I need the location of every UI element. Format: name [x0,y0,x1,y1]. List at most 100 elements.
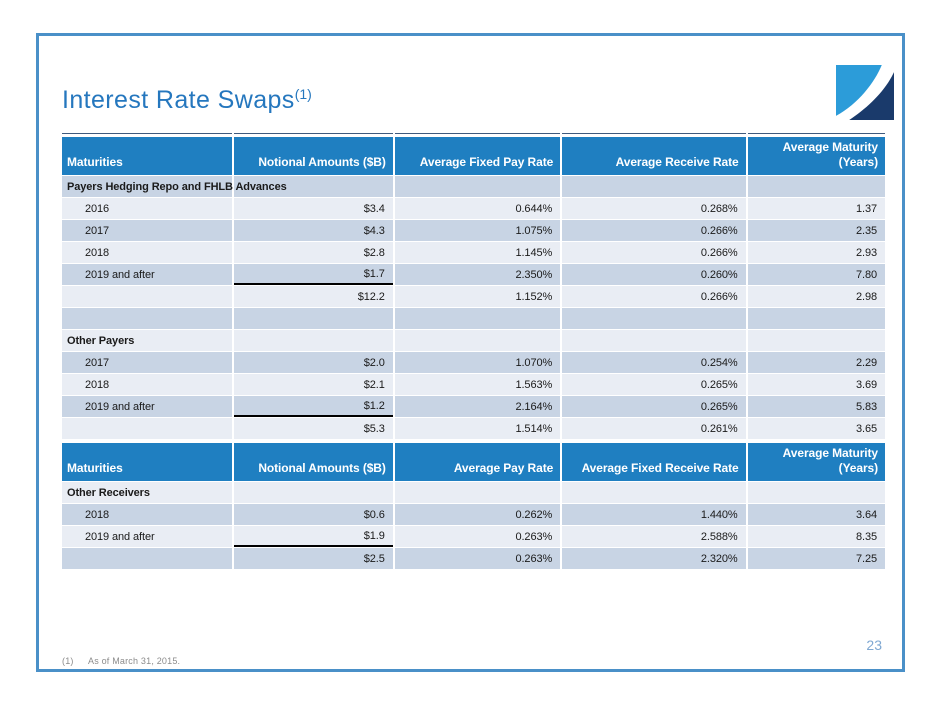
table-cell: 2.98 [747,286,885,307]
spacer-row [62,308,885,329]
table-row: 2019 and after $1.7 2.350% 0.260% 7.80 [62,264,885,285]
table-cell: $1.7 [234,264,393,285]
table-cell [234,308,393,329]
table-top-rule [62,133,885,136]
table-cell: 2018 [62,374,233,395]
table-cell: 2.350% [394,264,561,285]
section-row: Other Receivers [62,482,885,503]
table-row: 2017 $2.0 1.070% 0.254% 2.29 [62,352,885,373]
table-cell: 0.268% [562,198,746,219]
table-row: 2019 and after $1.2 2.164% 0.265% 5.83 [62,396,885,417]
table-row: 2018 $2.1 1.563% 0.265% 3.69 [62,374,885,395]
table-cell: 0.265% [562,374,746,395]
payers-swaps-table-container: Maturities Notional Amounts ($B) Average F… [60,132,889,440]
table-row: 2019 and after $1.9 0.263% 2.588% 8.35 [62,526,885,547]
table-cell: 0.266% [562,286,746,307]
table-cell: 1.37 [747,198,885,219]
table-cell: 0.260% [562,264,746,285]
table-cell: 2.320% [562,548,746,569]
table-cell: 1.563% [394,374,561,395]
table-cell [62,308,233,329]
column-header: Average Fixed Pay Rate [394,137,561,175]
table-cell: 2017 [62,220,233,241]
table-cell: $12.2 [234,286,393,307]
table-cell: 2.35 [747,220,885,241]
table-cell: 0.644% [394,198,561,219]
table-cell [747,482,885,503]
table-cell: 1.514% [394,418,561,439]
table-cell: 2019 and after [62,526,233,547]
table-cell: 2.588% [562,526,746,547]
table-cell [747,176,885,197]
column-header: Maturities [62,443,233,481]
column-header: Average Maturity (Years) [747,443,885,481]
footnote: (1) As of March 31, 2015. [62,656,180,666]
tables-area: Maturities Notional Amounts ($B) Average F… [60,132,889,570]
table-cell [234,482,393,503]
slide-frame: Interest Rate Swaps(1) Maturities Notiona… [36,33,905,672]
table-cell: 1.152% [394,286,561,307]
top-rule-segment [394,133,561,136]
table-cell [394,176,561,197]
table-cell: 1.440% [562,504,746,525]
receivers-swaps-table: Maturities Notional Amounts ($B) Average P… [60,442,887,570]
total-row: $5.3 1.514% 0.261% 3.65 [62,418,885,439]
column-header: Notional Amounts ($B) [234,137,393,175]
payers-swaps-table: Maturities Notional Amounts ($B) Average F… [60,132,887,440]
header-row: Maturities Notional Amounts ($B) Average P… [62,443,885,481]
table-cell: 8.35 [747,526,885,547]
table-cell: $2.8 [234,242,393,263]
table-cell: 2018 [62,504,233,525]
table-cell [747,330,885,351]
table-cell [562,482,746,503]
table-cell [562,176,746,197]
table-cell: 1.145% [394,242,561,263]
table-cell [562,330,746,351]
table-cell: $0.6 [234,504,393,525]
table-cell: 3.64 [747,504,885,525]
table-cell: 3.69 [747,374,885,395]
slide-title-text: Interest Rate Swaps [62,86,295,114]
page-number: 23 [866,637,882,653]
table-cell: 1.075% [394,220,561,241]
table-cell [234,330,393,351]
top-rule-segment [234,133,393,136]
table-row: 2018 $2.8 1.145% 0.266% 2.93 [62,242,885,263]
section-label: Other Payers [67,334,135,347]
table-cell: 2.93 [747,242,885,263]
table-cell: $4.3 [234,220,393,241]
table-cell: 2016 [62,198,233,219]
top-rule-segment [747,133,885,136]
header-row: Maturities Notional Amounts ($B) Average F… [62,137,885,175]
table-cell: 0.265% [562,396,746,417]
table-cell: 0.263% [394,548,561,569]
table-cell [394,308,561,329]
table-cell: Other Receivers [62,482,233,503]
table-cell: 2018 [62,242,233,263]
table-cell: 2019 and after [62,396,233,417]
table-cell [747,308,885,329]
table-cell: 7.80 [747,264,885,285]
table-row: 2016 $3.4 0.644% 0.268% 1.37 [62,198,885,219]
table-cell [62,548,233,569]
company-logo-icon [836,65,894,120]
slide-title: Interest Rate Swaps(1) [62,86,312,115]
slide-title-footnote-ref: (1) [294,86,312,102]
table-cell: 5.83 [747,396,885,417]
table-cell: 0.266% [562,242,746,263]
table-cell: $3.4 [234,198,393,219]
table-cell: $5.3 [234,418,393,439]
table-cell: 1.070% [394,352,561,373]
table-cell: 2.29 [747,352,885,373]
column-header: Notional Amounts ($B) [234,443,393,481]
table-cell: 0.261% [562,418,746,439]
top-rule-segment [562,133,746,136]
table-cell: $2.5 [234,548,393,569]
table-cell [234,176,393,197]
total-row: $2.5 0.263% 2.320% 7.25 [62,548,885,569]
table-cell: Other Payers [62,330,233,351]
table-cell: $1.2 [234,396,393,417]
section-row: Other Payers [62,330,885,351]
section-label: Payers Hedging Repo and FHLB Advances [67,180,287,193]
